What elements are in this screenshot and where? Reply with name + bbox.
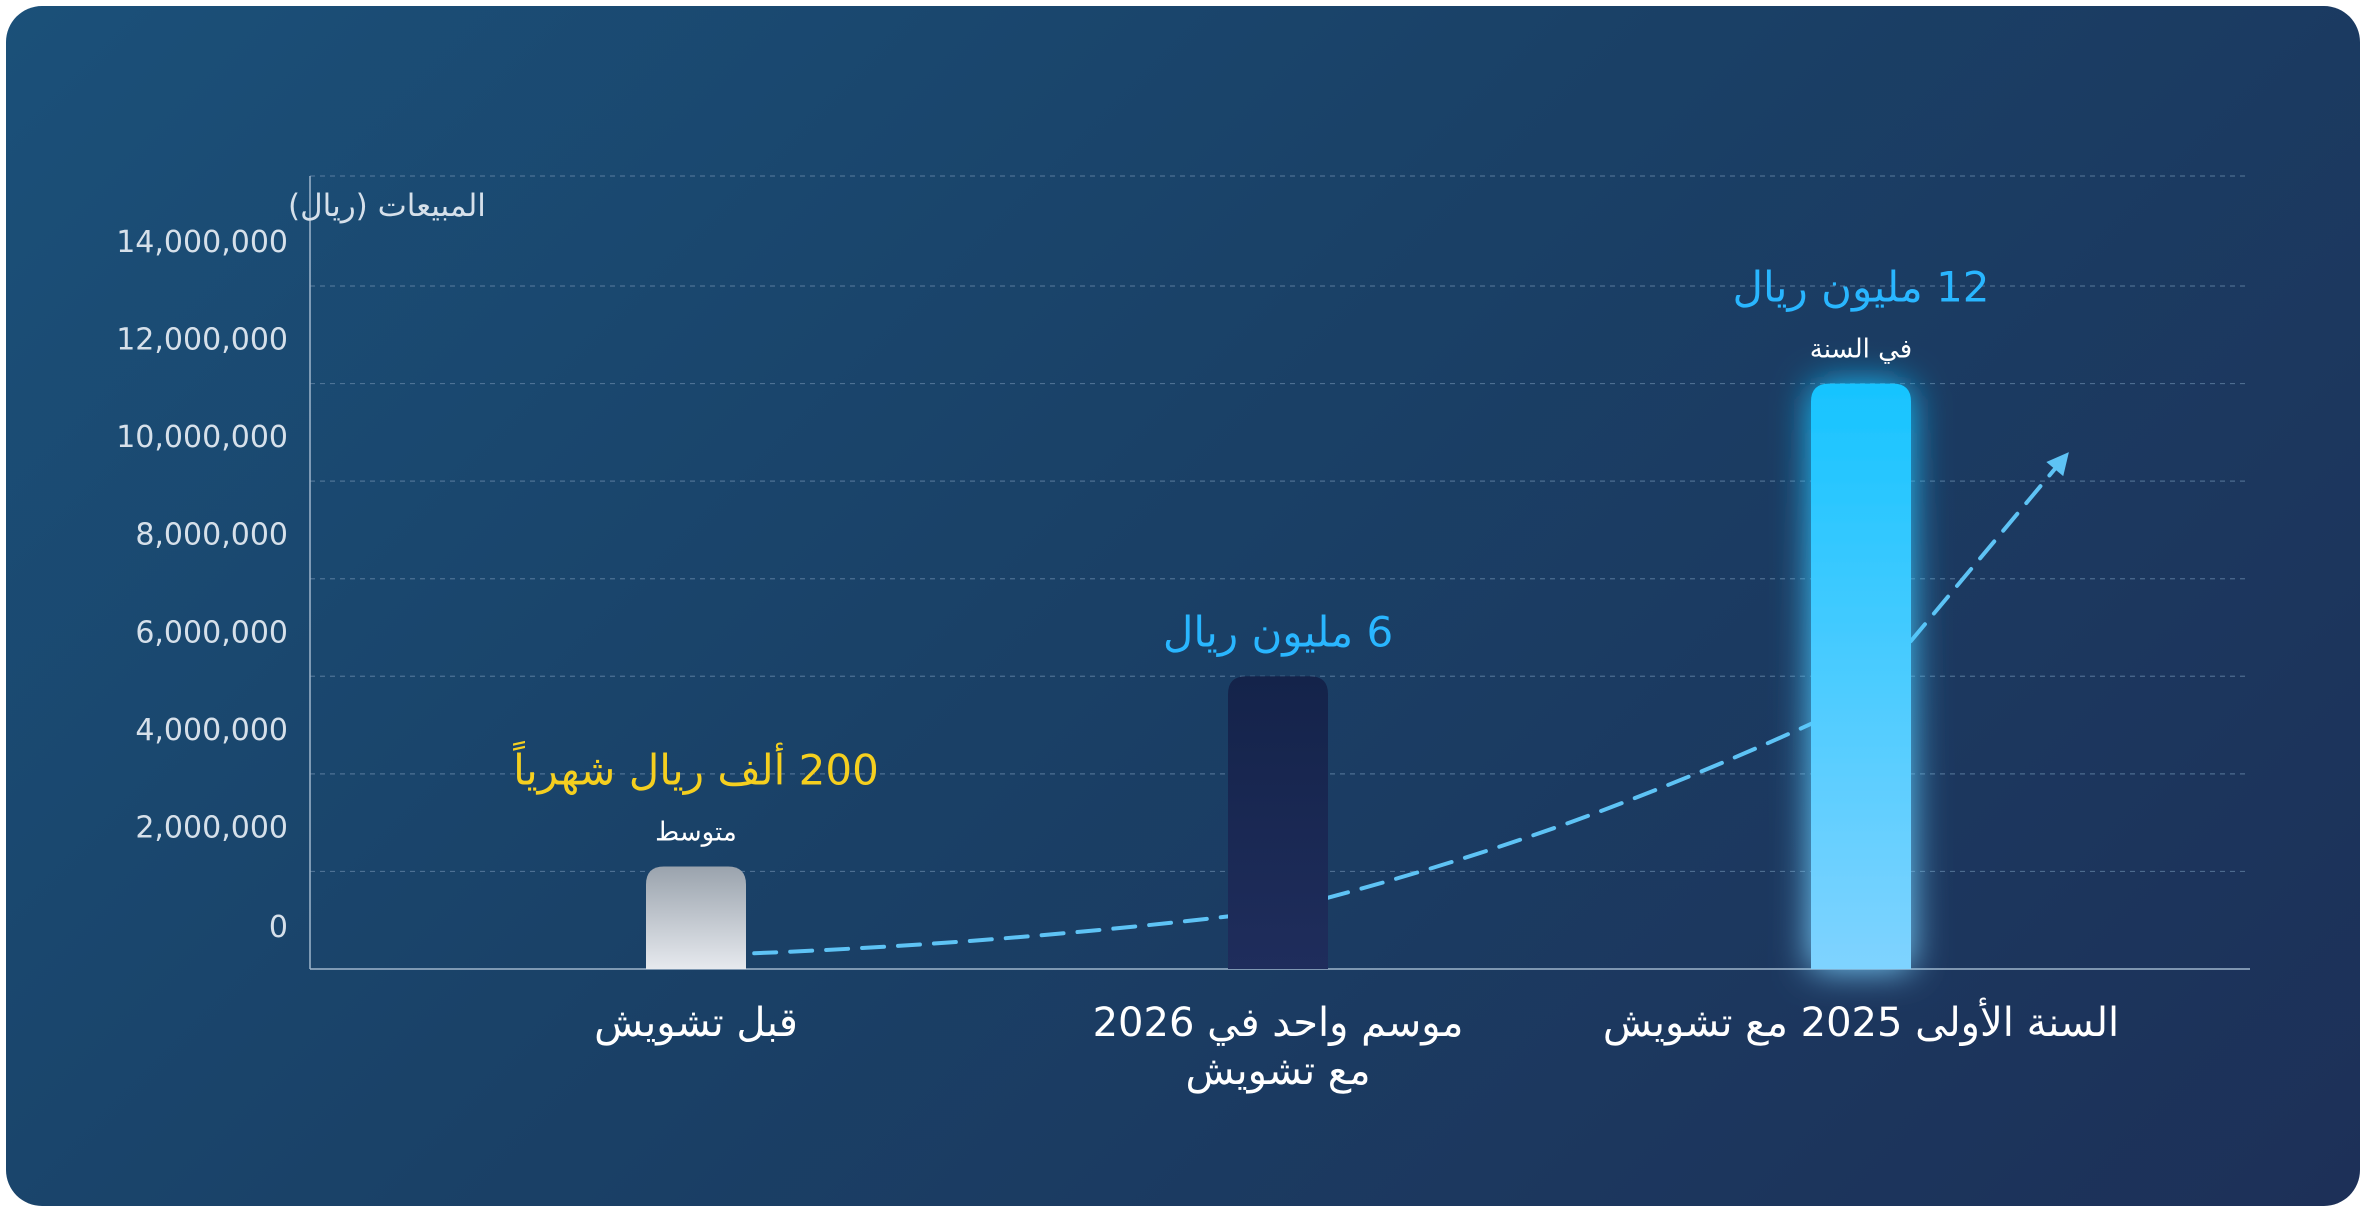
annotation-sub: متوسط	[655, 818, 737, 848]
y-tick-label: 2,000,000	[135, 810, 288, 845]
x-category-label: مع تشويش	[1185, 1048, 1370, 1094]
y-tick-label: 4,000,000	[135, 713, 288, 748]
x-category-label: قبل تشويش	[594, 1000, 798, 1046]
y-tick-label: 0	[269, 910, 288, 945]
y-tick-label: 10,000,000	[116, 420, 288, 455]
x-category-label: السنة الأولى 2025 مع تشويش	[1603, 997, 2119, 1046]
bar-0	[646, 866, 746, 969]
annotation-main: 12 مليون ريال	[1732, 263, 1989, 312]
bars	[646, 383, 1911, 970]
trend-line	[752, 454, 2068, 956]
y-axis-label: المبيعات (ريال)	[288, 188, 486, 224]
bar-1	[1228, 676, 1328, 969]
y-tick-label: 12,000,000	[116, 323, 288, 358]
y-tick-label: 6,000,000	[135, 615, 288, 650]
chart-card: 0 2,000,000 4,000,000 6,000,000 8,000,000 10,…	[6, 6, 2360, 1206]
y-tick-label: 14,000,000	[116, 225, 288, 260]
labels: 0 2,000,000 4,000,000 6,000,000 8,000,000 10,…	[116, 188, 2119, 1094]
bar-2	[1811, 383, 1911, 970]
annotation-main: 200 ألف ريال شهرياً	[513, 740, 879, 795]
trend-layer	[752, 452, 2069, 956]
trend-arrow-icon	[2046, 452, 2069, 477]
x-category-label: موسم واحد في 2026	[1093, 1000, 1464, 1046]
y-tick-label: 8,000,000	[135, 518, 288, 553]
annotation-main: 6 مليون ريال	[1163, 607, 1393, 656]
annotation-sub: في السنة	[1810, 335, 1913, 365]
sales-chart: 0 2,000,000 4,000,000 6,000,000 8,000,000 10,…	[116, 175, 2250, 1094]
